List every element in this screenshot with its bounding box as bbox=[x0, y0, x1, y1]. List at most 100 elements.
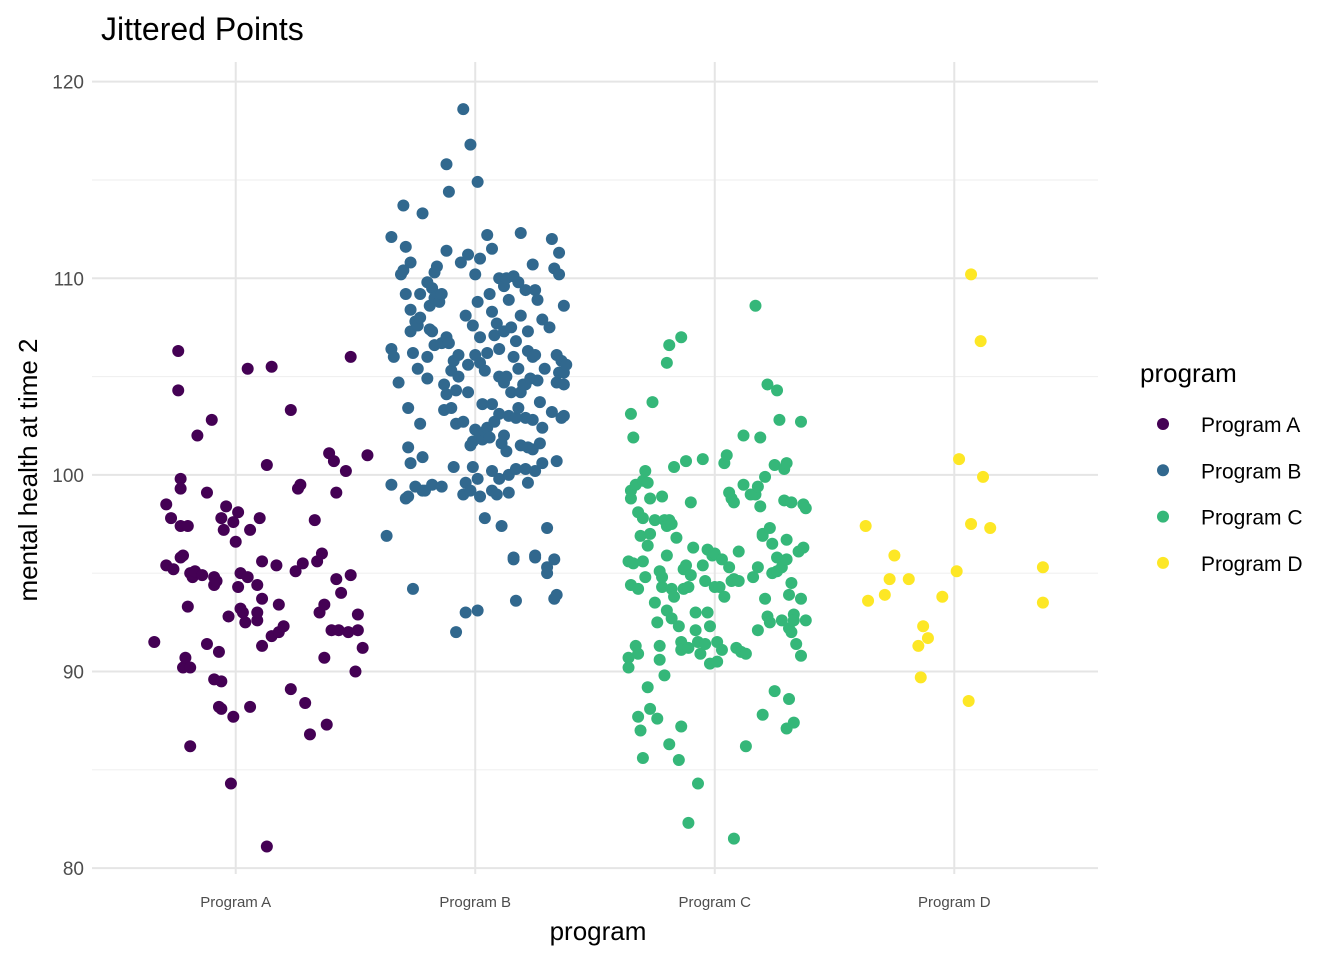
data-point bbox=[244, 523, 257, 536]
data-point bbox=[402, 402, 415, 415]
data-point bbox=[761, 378, 774, 391]
data-point bbox=[514, 309, 527, 322]
data-point bbox=[351, 624, 364, 637]
data-point bbox=[715, 643, 728, 656]
data-point bbox=[670, 531, 683, 544]
data-point bbox=[768, 685, 781, 698]
data-point bbox=[754, 431, 767, 444]
data-point bbox=[634, 724, 647, 737]
data-point bbox=[447, 461, 460, 474]
data-point bbox=[397, 199, 410, 212]
data-point bbox=[215, 702, 228, 715]
data-point bbox=[785, 496, 798, 509]
data-point bbox=[682, 580, 695, 593]
data-point bbox=[220, 500, 233, 513]
data-point bbox=[172, 384, 185, 397]
data-point bbox=[656, 571, 669, 584]
data-point bbox=[653, 639, 666, 652]
data-point bbox=[464, 484, 477, 497]
data-point bbox=[672, 620, 685, 633]
data-point bbox=[222, 610, 235, 623]
data-point bbox=[632, 710, 645, 723]
data-point bbox=[727, 496, 740, 509]
data-point bbox=[519, 284, 532, 297]
data-point bbox=[445, 402, 458, 415]
legend-title: program bbox=[1140, 358, 1237, 388]
data-point bbox=[653, 653, 666, 666]
data-point bbox=[385, 230, 398, 243]
data-point bbox=[361, 449, 374, 462]
data-point bbox=[514, 227, 527, 240]
x-tick-label: Program C bbox=[678, 894, 751, 911]
data-point bbox=[239, 616, 252, 629]
legend-key bbox=[1157, 510, 1169, 523]
data-point bbox=[536, 457, 549, 470]
data-point bbox=[984, 521, 997, 534]
data-point bbox=[450, 384, 463, 397]
y-tick-label: 100 bbox=[52, 466, 84, 487]
data-point bbox=[512, 276, 525, 289]
data-point bbox=[471, 295, 484, 308]
data-point bbox=[215, 512, 228, 525]
data-point bbox=[632, 582, 645, 595]
data-point bbox=[684, 569, 697, 582]
y-tick-label: 90 bbox=[63, 662, 84, 683]
data-point bbox=[167, 563, 180, 576]
data-point bbox=[696, 559, 709, 572]
data-point bbox=[668, 461, 681, 474]
data-point bbox=[627, 431, 640, 444]
data-point bbox=[481, 346, 494, 359]
data-point bbox=[634, 529, 647, 542]
data-point bbox=[181, 520, 194, 532]
data-point bbox=[787, 614, 800, 627]
data-point bbox=[241, 362, 254, 375]
data-point bbox=[550, 588, 563, 601]
data-point bbox=[962, 694, 975, 707]
data-point bbox=[888, 549, 901, 562]
data-point bbox=[763, 616, 776, 629]
data-point bbox=[493, 472, 506, 485]
data-point bbox=[921, 632, 934, 645]
data-point bbox=[660, 356, 673, 369]
data-point bbox=[181, 600, 194, 613]
data-point bbox=[426, 282, 439, 295]
data-point bbox=[478, 364, 491, 377]
data-point bbox=[406, 346, 419, 359]
data-point bbox=[450, 626, 463, 639]
data-point bbox=[720, 449, 733, 462]
data-point bbox=[783, 693, 796, 706]
legend-item: Program B bbox=[1157, 460, 1301, 483]
data-point bbox=[464, 138, 477, 151]
data-point bbox=[622, 651, 635, 664]
legend-label: Program C bbox=[1201, 507, 1303, 530]
data-point bbox=[749, 299, 762, 312]
data-point bbox=[497, 429, 510, 442]
x-tick-label: Program A bbox=[200, 894, 271, 911]
data-point bbox=[794, 415, 807, 428]
data-point bbox=[648, 514, 661, 527]
data-point bbox=[416, 207, 429, 220]
data-point bbox=[327, 455, 340, 468]
data-point bbox=[486, 464, 499, 477]
data-point bbox=[308, 514, 321, 527]
data-point bbox=[217, 523, 230, 536]
data-point bbox=[474, 331, 487, 344]
data-point bbox=[320, 718, 333, 731]
data-point bbox=[780, 533, 793, 546]
data-point bbox=[646, 396, 659, 409]
data-point bbox=[557, 378, 570, 391]
data-point bbox=[452, 348, 465, 361]
series-program-d bbox=[859, 268, 1049, 707]
data-point bbox=[878, 588, 891, 601]
data-point bbox=[533, 437, 546, 450]
data-point bbox=[682, 816, 695, 829]
data-point bbox=[426, 478, 439, 491]
data-point bbox=[224, 777, 237, 790]
data-point bbox=[232, 506, 245, 519]
data-point bbox=[751, 480, 764, 493]
data-point bbox=[912, 639, 925, 652]
data-point bbox=[406, 582, 419, 595]
chart-title: Jittered Points bbox=[101, 11, 304, 47]
data-point bbox=[471, 175, 484, 188]
data-point bbox=[392, 376, 405, 389]
